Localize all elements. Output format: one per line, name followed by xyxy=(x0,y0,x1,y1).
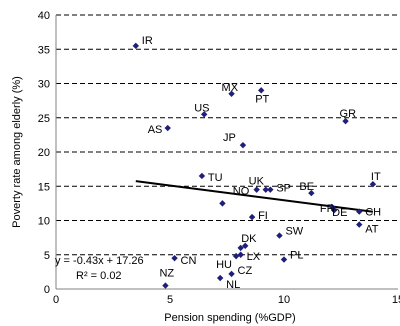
data-point xyxy=(262,186,269,193)
y-tick-label: 0 xyxy=(44,284,50,296)
y-tick-label: 35 xyxy=(38,44,50,56)
point-label: JP xyxy=(223,132,236,144)
x-tick-label: 0 xyxy=(53,294,59,306)
y-tick-label: 40 xyxy=(38,10,50,22)
y-axis-label: Poverty rate among elderly (%) xyxy=(11,76,23,228)
trendline-equation: y = -0.43x + 17.26 xyxy=(55,255,144,267)
data-point xyxy=(237,244,244,252)
data-point xyxy=(219,200,226,207)
data-point xyxy=(248,213,256,221)
data-point xyxy=(258,87,265,94)
x-tick-label: 10 xyxy=(278,294,290,306)
y-tick-label: 30 xyxy=(38,79,50,91)
data-point xyxy=(356,208,363,215)
y-tick-label: 10 xyxy=(38,216,50,228)
point-label: CH xyxy=(365,207,381,219)
data-point xyxy=(132,42,139,50)
point-label: US xyxy=(194,102,209,114)
point-label: UK xyxy=(249,176,265,188)
data-point xyxy=(242,242,249,250)
point-label: HU xyxy=(216,259,232,271)
data-point xyxy=(342,117,349,125)
data-point xyxy=(162,282,169,289)
data-points xyxy=(132,42,377,289)
gridlines xyxy=(56,14,398,256)
x-tick-label: 15 xyxy=(392,294,400,306)
point-label: FI xyxy=(258,210,268,222)
point-label: CZ xyxy=(238,265,253,277)
y-tick-label: 15 xyxy=(38,181,50,193)
point-label: BE xyxy=(299,181,314,193)
point-label: PL xyxy=(290,250,303,262)
x-axis-label: Pension spending (%GDP) xyxy=(164,312,295,324)
point-label: CN xyxy=(181,255,197,267)
point-label: SW xyxy=(285,226,303,238)
point-label: SP xyxy=(276,183,291,195)
point-label: NZ xyxy=(159,268,174,280)
data-point xyxy=(239,141,247,149)
data-point xyxy=(198,172,206,180)
point-label: DE xyxy=(332,207,347,219)
point-label: DK xyxy=(241,233,257,245)
y-tick-labels: 0 5 10 15 20 25 30 35 40 xyxy=(38,10,50,296)
point-label: NL xyxy=(226,279,240,291)
x-tick-labels: 0 5 10 15 xyxy=(53,294,400,306)
data-point xyxy=(216,274,224,282)
r-squared-label: R² = 0.02 xyxy=(76,270,122,282)
point-label: AS xyxy=(148,124,163,136)
data-point xyxy=(267,186,274,193)
y-tick-label: 25 xyxy=(38,113,50,125)
point-label: NO xyxy=(233,186,250,198)
point-label: MX xyxy=(222,82,239,94)
data-point xyxy=(356,221,363,228)
point-label: AT xyxy=(365,224,379,236)
point-label: IR xyxy=(142,35,153,47)
data-point xyxy=(276,232,283,239)
x-tick-label: 5 xyxy=(167,294,173,306)
data-point xyxy=(369,180,377,188)
data-point xyxy=(253,186,260,193)
data-point xyxy=(201,111,208,118)
data-point xyxy=(308,189,315,197)
data-point xyxy=(164,124,171,132)
data-point xyxy=(232,252,240,260)
point-label: TU xyxy=(208,172,223,184)
point-label: IT xyxy=(371,171,381,183)
y-tick-label: 5 xyxy=(44,250,50,262)
data-point xyxy=(228,90,235,97)
point-label: FR xyxy=(320,203,335,215)
data-point xyxy=(171,254,178,262)
point-label: PT xyxy=(255,93,269,105)
data-point xyxy=(228,270,235,278)
data-point xyxy=(280,256,288,263)
point-label: GR xyxy=(340,108,357,120)
y-tick-label: 20 xyxy=(38,147,50,159)
point-label: LX xyxy=(247,251,261,263)
data-point xyxy=(330,207,338,214)
